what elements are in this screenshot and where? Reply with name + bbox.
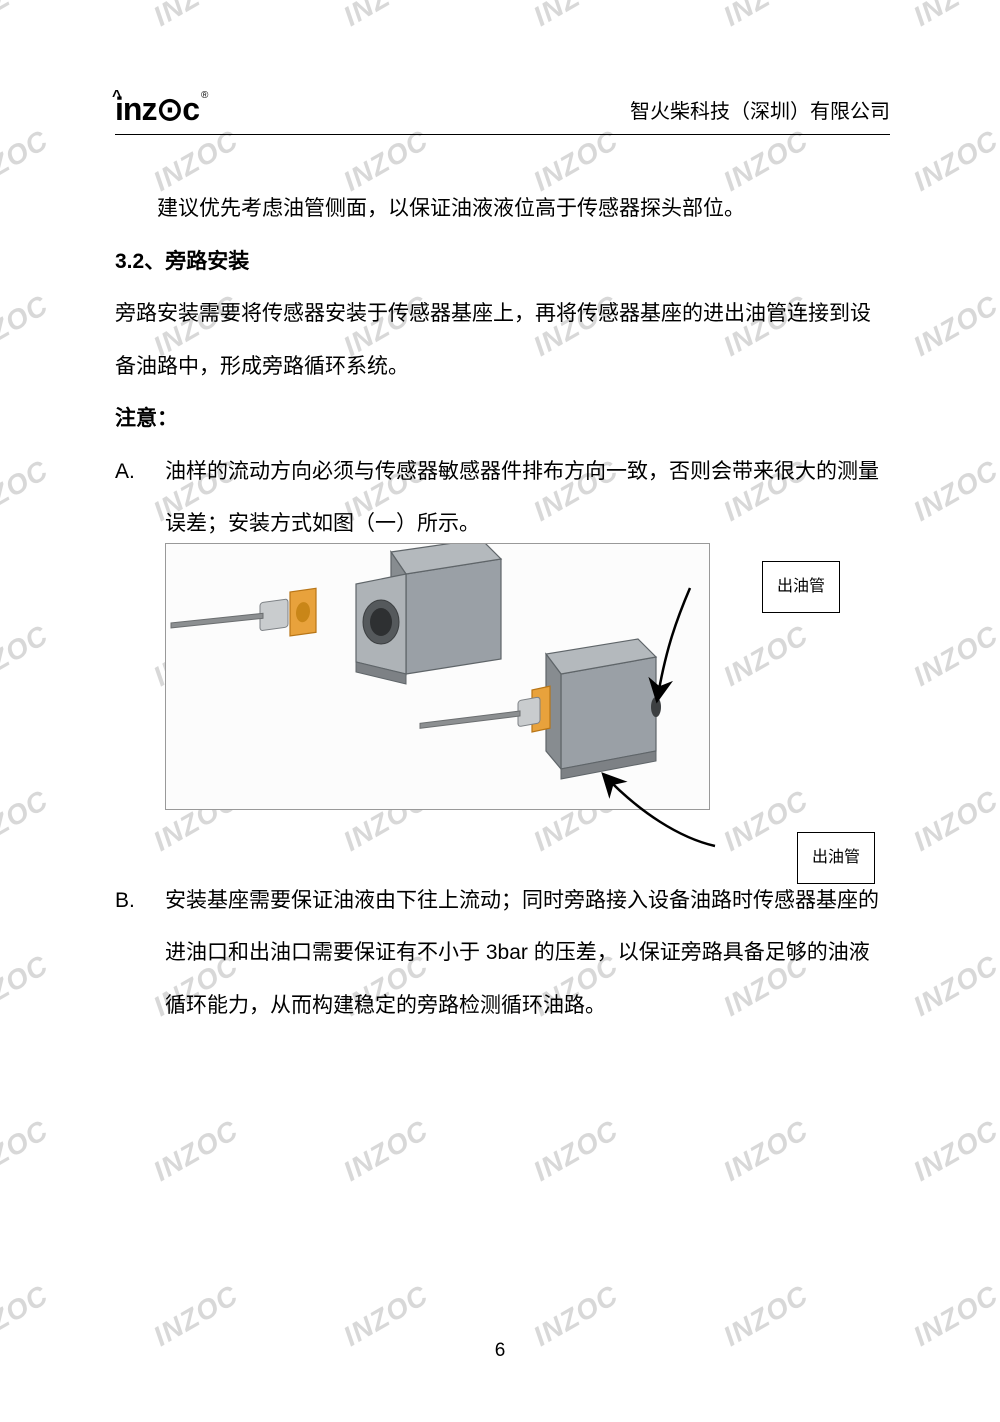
page-number: 6 xyxy=(0,1340,1000,1362)
paragraph-1: 旁路安装需要将传感器安装于传感器基座上，再将传感器基座的进出油管连接到设备油路中… xyxy=(115,288,890,393)
logo-caret-icon: ^ xyxy=(112,88,120,106)
list-marker-a: A. xyxy=(115,446,165,551)
page-content: ^ inz⊙c® 智火柴科技（深圳）有限公司 建议优先考虑油管侧面，以保证油液液… xyxy=(0,0,1000,1422)
list-item-a: A. 油样的流动方向必须与传感器敏感器件排布方向一致，否则会带来很大的测量误差；… xyxy=(115,446,890,551)
note-title: 注意： xyxy=(115,393,890,446)
callout-arrow-bottom-icon xyxy=(585,768,745,858)
list-marker-b: B. xyxy=(115,875,165,1033)
logo-text: inz⊙c xyxy=(115,91,199,127)
lead-paragraph: 建议优先考虑油管侧面，以保证油液液位高于传感器探头部位。 xyxy=(115,183,890,236)
logo: ^ inz⊙c® xyxy=(115,90,207,128)
section-3-2-title: 3.2、旁路安装 xyxy=(115,236,890,289)
list-content-b: 安装基座需要保证油液由下往上流动；同时旁路接入设备油路时传感器基座的进油口和出油… xyxy=(165,875,890,1033)
callout-bottom: 出油管 xyxy=(797,832,875,884)
list-content-a: 油样的流动方向必须与传感器敏感器件排布方向一致，否则会带来很大的测量误差；安装方… xyxy=(165,446,890,551)
company-name: 智火柴科技（深圳）有限公司 xyxy=(630,95,890,128)
figure-1: 出油管 出油管 xyxy=(165,543,725,873)
page-header: ^ inz⊙c® 智火柴科技（深圳）有限公司 xyxy=(115,90,890,135)
callout-top: 出油管 xyxy=(762,561,840,613)
logo-registered-icon: ® xyxy=(201,90,207,101)
document-body: 建议优先考虑油管侧面，以保证油液液位高于传感器探头部位。 3.2、旁路安装 旁路… xyxy=(115,183,890,1032)
list-item-b: B. 安装基座需要保证油液由下往上流动；同时旁路接入设备油路时传感器基座的进油口… xyxy=(115,875,890,1033)
callout-arrow-top-icon xyxy=(605,583,725,713)
